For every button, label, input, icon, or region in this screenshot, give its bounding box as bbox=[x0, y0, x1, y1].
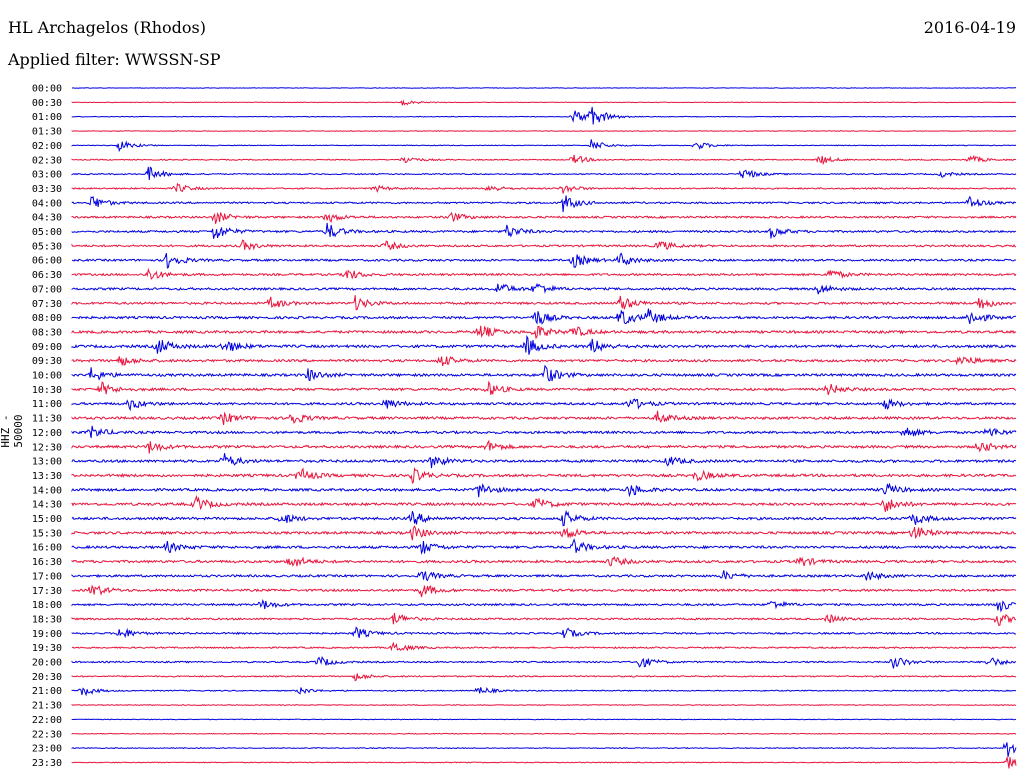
time-label: 03:00 bbox=[32, 170, 62, 181]
time-label: 14:00 bbox=[32, 485, 62, 496]
time-label: 09:00 bbox=[32, 342, 62, 353]
trace-line bbox=[71, 626, 1017, 639]
time-label: 03:30 bbox=[32, 184, 62, 195]
time-label: 21:30 bbox=[32, 701, 62, 712]
time-label: 02:30 bbox=[32, 155, 62, 166]
trace-line bbox=[71, 99, 1017, 106]
time-label: 12:30 bbox=[32, 442, 62, 453]
time-label: 09:30 bbox=[32, 356, 62, 367]
time-label: 18:00 bbox=[32, 600, 62, 611]
time-label: 04:30 bbox=[32, 213, 62, 224]
time-label: 19:00 bbox=[32, 629, 62, 640]
trace-line bbox=[71, 195, 1016, 213]
time-label: 15:00 bbox=[32, 514, 62, 525]
trace-line bbox=[71, 425, 1017, 439]
time-label: 05:30 bbox=[32, 241, 62, 252]
trace-line bbox=[71, 222, 1017, 239]
time-label: 12:00 bbox=[32, 428, 62, 439]
trace-line bbox=[71, 555, 1017, 567]
time-label: 21:00 bbox=[32, 686, 62, 697]
time-label: 01:00 bbox=[32, 112, 62, 123]
trace-line bbox=[71, 334, 1017, 355]
time-label: 08:30 bbox=[32, 327, 62, 338]
time-label: 00:00 bbox=[32, 84, 62, 95]
trace-line bbox=[71, 570, 1017, 582]
trace-line bbox=[71, 718, 1017, 721]
time-label: 07:30 bbox=[32, 299, 62, 310]
filter-label: Applied filter: WWSSN-SP bbox=[8, 50, 221, 69]
time-label: 20:00 bbox=[32, 658, 62, 669]
time-label: 22:00 bbox=[32, 715, 62, 726]
time-label: 10:30 bbox=[32, 385, 62, 396]
time-label: 11:30 bbox=[32, 414, 62, 425]
trace-line bbox=[71, 612, 1017, 626]
trace-line bbox=[71, 308, 1017, 325]
trace-line bbox=[71, 466, 1017, 484]
time-label: 23:00 bbox=[32, 744, 62, 755]
trace-line bbox=[71, 267, 1017, 280]
trace-line bbox=[71, 525, 1017, 541]
time-label: 17:00 bbox=[32, 571, 62, 582]
time-label: 16:30 bbox=[32, 557, 62, 568]
time-label: 02:00 bbox=[32, 141, 62, 152]
trace-line bbox=[71, 655, 1017, 669]
trace-line bbox=[71, 703, 1016, 707]
trace-line bbox=[71, 732, 1017, 735]
time-label: 05:00 bbox=[32, 227, 62, 238]
trace-line bbox=[71, 130, 1017, 132]
trace-line bbox=[71, 482, 1017, 498]
trace-line bbox=[71, 687, 1017, 697]
time-label: 22:30 bbox=[32, 729, 62, 740]
trace-line bbox=[71, 380, 1017, 396]
trace-line bbox=[71, 282, 1017, 295]
trace-line bbox=[71, 641, 1017, 652]
time-label: 20:30 bbox=[32, 672, 62, 683]
trace-line bbox=[71, 166, 1017, 180]
trace-line bbox=[71, 509, 1017, 527]
trace-line bbox=[71, 757, 1017, 769]
time-label: 07:00 bbox=[32, 284, 62, 295]
trace-line bbox=[71, 154, 1017, 166]
trace-line bbox=[71, 356, 1017, 367]
trace-line bbox=[71, 295, 1017, 311]
time-label: 06:00 bbox=[32, 256, 62, 267]
time-label: 04:00 bbox=[32, 198, 62, 209]
trace-line bbox=[71, 398, 1017, 412]
trace-line bbox=[71, 364, 1017, 382]
time-label: 14:30 bbox=[32, 500, 62, 511]
station-title: HL Archagelos (Rhodos) bbox=[8, 18, 206, 37]
trace-line bbox=[71, 211, 1017, 224]
time-label: 19:30 bbox=[32, 643, 62, 654]
time-label: 16:00 bbox=[32, 543, 62, 554]
time-label: 06:30 bbox=[32, 270, 62, 281]
trace-line bbox=[71, 453, 1017, 469]
trace-line bbox=[71, 673, 1017, 682]
date-label: 2016-04-19 bbox=[923, 18, 1016, 37]
trace-line bbox=[71, 538, 1017, 555]
time-label: 01:30 bbox=[32, 127, 62, 138]
trace-line bbox=[71, 439, 1017, 454]
trace-line bbox=[71, 252, 1017, 269]
trace-line bbox=[71, 742, 1017, 758]
time-label: 13:00 bbox=[32, 457, 62, 468]
time-label: 13:30 bbox=[32, 471, 62, 482]
time-label: 15:30 bbox=[32, 528, 62, 539]
trace-line bbox=[71, 182, 1017, 194]
trace-line bbox=[71, 494, 1017, 512]
time-label: 17:30 bbox=[32, 586, 62, 597]
trace-line bbox=[71, 584, 1017, 598]
time-label: 11:00 bbox=[32, 399, 62, 410]
time-label: 23:30 bbox=[32, 758, 62, 769]
time-label: 10:00 bbox=[32, 371, 62, 382]
time-label: 18:30 bbox=[32, 614, 62, 625]
trace-line bbox=[71, 410, 1017, 426]
trace-line bbox=[71, 139, 1017, 153]
time-label: 00:30 bbox=[32, 98, 62, 109]
time-label: 08:00 bbox=[32, 313, 62, 324]
trace-line bbox=[71, 325, 1017, 340]
trace-line bbox=[71, 599, 1016, 613]
trace-line bbox=[71, 239, 1017, 251]
trace-line bbox=[71, 106, 1017, 125]
